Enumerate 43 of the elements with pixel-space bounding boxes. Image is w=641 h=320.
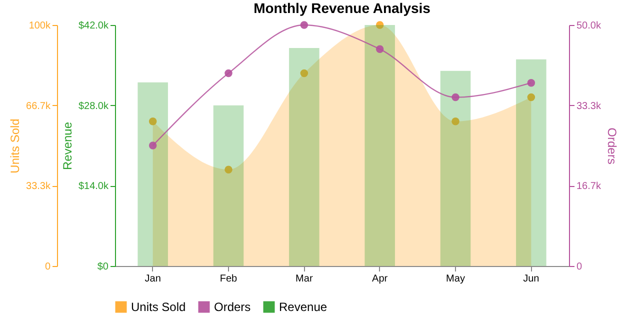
bar [440,70,471,266]
y-tick-label: 66.7k [26,100,52,112]
x-tick-label: Apr [372,274,388,284]
x-tick-label: Jun [523,274,540,284]
x-tick-label: May [446,274,465,284]
y-tick-label: 100k [28,20,52,32]
y2-tick-label: $0 [97,262,109,272]
x-tick-label: Mar [296,274,314,284]
point [527,93,536,102]
y2-tick-label: $42.0k [78,20,110,32]
point [376,45,384,53]
y3-tick-label: 0 [576,262,582,272]
point [452,93,460,102]
y-axis-title: Units Sold [8,118,22,174]
y3-tick-label: 16.7k [576,181,602,192]
bar [213,105,244,266]
point [376,21,384,29]
x-tick-label: Jan [144,274,161,284]
legend-label: Units Sold [131,300,186,314]
y3-tick-label: 50.0k [576,20,602,32]
y2-tick-label: $28.0k [78,100,110,112]
y-tick-label: 33.3k [26,181,52,192]
bar [138,82,168,266]
bar [516,59,546,266]
point [148,142,157,150]
y2-tick-label: $14.0k [78,181,110,192]
bar [289,48,320,266]
y3-tick-label: 33.3k [576,100,602,112]
point [148,118,157,126]
point [224,69,232,78]
point [452,118,460,126]
y2-axis-title: Revenue [60,122,74,170]
legend-label: Revenue [279,300,328,314]
chart-title: Monthly Revenue Analysis [254,0,431,16]
y-tick-label: 0 [44,262,51,272]
point [300,21,308,29]
point [527,78,536,87]
bar [364,25,395,266]
y3-axis-title: Orders [604,128,619,164]
x-tick-label: Feb [220,274,238,284]
legend-label: Orders [214,300,251,314]
point [300,69,308,78]
point [224,166,232,174]
